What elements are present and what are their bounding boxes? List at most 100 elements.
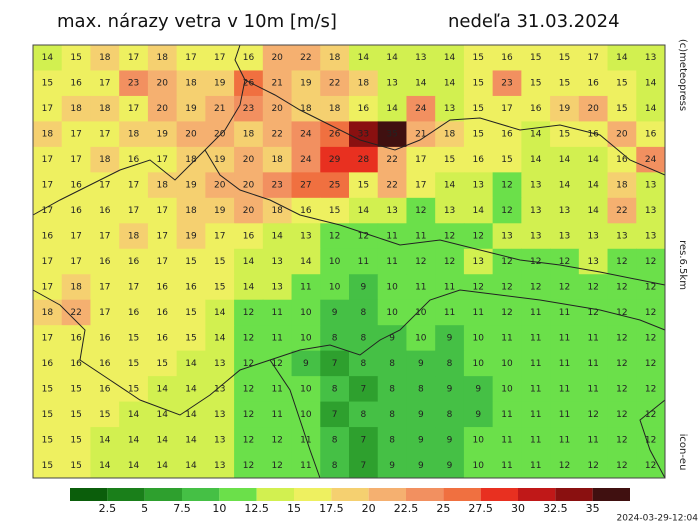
cell-value: 15 (473, 53, 484, 63)
grid-cell (205, 350, 235, 377)
cell-value: 16 (157, 308, 169, 318)
grid-cell (349, 70, 379, 97)
colorbar-swatch (70, 488, 108, 501)
cell-value: 24 (300, 155, 312, 165)
grid-cell (205, 197, 235, 224)
cell-value: 13 (473, 181, 484, 191)
grid-cell (262, 95, 293, 122)
cell-value: 18 (616, 181, 628, 191)
cell-value: 26 (243, 79, 255, 89)
grid-cell (90, 350, 120, 377)
grid-cell (578, 452, 609, 479)
cell-value: 24 (300, 130, 312, 140)
grid-cell (377, 376, 407, 403)
cell-value: 11 (501, 461, 512, 471)
cell-value: 10 (300, 308, 312, 318)
cell-value: 17 (128, 104, 139, 114)
cell-value: 12 (473, 282, 484, 292)
grid-cell (147, 172, 178, 199)
grid-cell (176, 248, 206, 275)
grid-cell (61, 376, 91, 403)
grid-cell (90, 172, 120, 199)
cell-value: 18 (358, 79, 370, 89)
grid-cell (550, 274, 580, 301)
cell-value: 12 (645, 308, 656, 318)
grid-cell (578, 70, 609, 97)
grid-cell (521, 350, 551, 377)
grid-cell (406, 427, 436, 454)
grid-cell (463, 350, 494, 377)
grid-cell (521, 223, 551, 250)
cell-value: 9 (447, 333, 453, 343)
cell-value: 13 (616, 232, 627, 242)
grid-cell (320, 45, 350, 71)
cell-value: 16 (42, 359, 54, 369)
cell-value: 14 (42, 53, 54, 63)
colorbar-swatch (107, 488, 145, 501)
grid-cell (636, 197, 666, 224)
grid-cell (205, 299, 235, 326)
cell-value: 16 (473, 155, 485, 165)
grid-cell (176, 172, 206, 199)
cell-value: 18 (300, 104, 312, 114)
border-line (269, 359, 321, 479)
cell-value: 17 (70, 130, 81, 140)
cell-value: 11 (530, 308, 541, 318)
cell-value: 8 (360, 333, 366, 343)
grid-cell (205, 70, 235, 97)
cell-value: 9 (418, 410, 424, 420)
cell-value: 15 (42, 79, 53, 89)
grid-cell (377, 427, 407, 454)
cell-value: 11 (415, 282, 426, 292)
grid-cell (550, 427, 580, 454)
grid-cell (61, 401, 91, 428)
cell-value: 9 (389, 461, 395, 471)
cell-value: 18 (444, 130, 456, 140)
grid-cell (463, 299, 494, 326)
grid-cell (262, 121, 293, 148)
grid-cell (147, 95, 178, 122)
grid-cell (147, 376, 178, 403)
grid-cell (521, 274, 551, 301)
grid-cell (349, 401, 379, 428)
grid-cell (406, 223, 436, 250)
grid-cell (147, 121, 178, 148)
cell-value: 18 (329, 104, 341, 114)
cell-value: 18 (42, 130, 54, 140)
grid-cell (578, 223, 609, 250)
cell-value: 13 (645, 181, 656, 191)
grid-cell (492, 325, 522, 352)
grid-cell (636, 121, 666, 148)
grid-cell (607, 427, 637, 454)
grid-cell (61, 70, 91, 97)
cell-value: 19 (185, 232, 197, 242)
cell-value: 17 (99, 282, 110, 292)
cell-value: 13 (444, 104, 455, 114)
grid-cell (492, 350, 522, 377)
cell-value: 18 (185, 155, 197, 165)
cell-value: 8 (389, 410, 395, 420)
cell-value: 14 (616, 53, 628, 63)
grid-cell (406, 376, 436, 403)
grid-cell (205, 427, 235, 454)
grid-cell (521, 197, 551, 224)
grid-cell (119, 427, 149, 454)
grid-cell (90, 452, 120, 479)
cell-value: 12 (645, 282, 656, 292)
grid-cell (435, 274, 465, 301)
grid-cell (607, 350, 637, 377)
cell-value: 14 (99, 461, 111, 471)
cell-value: 12 (243, 384, 254, 394)
grid-cell (90, 197, 120, 224)
grid-cell (119, 172, 149, 199)
grid-cell (349, 299, 379, 326)
grid-cell (320, 197, 350, 224)
cell-value: 11 (530, 435, 541, 445)
cell-value: 22 (386, 181, 397, 191)
cell-value: 12 (616, 461, 627, 471)
cell-value: 16 (99, 333, 111, 343)
grid-cell (377, 452, 407, 479)
grid-cell (176, 350, 206, 377)
cell-value: 14 (444, 79, 456, 89)
cell-value: 11 (530, 410, 541, 420)
